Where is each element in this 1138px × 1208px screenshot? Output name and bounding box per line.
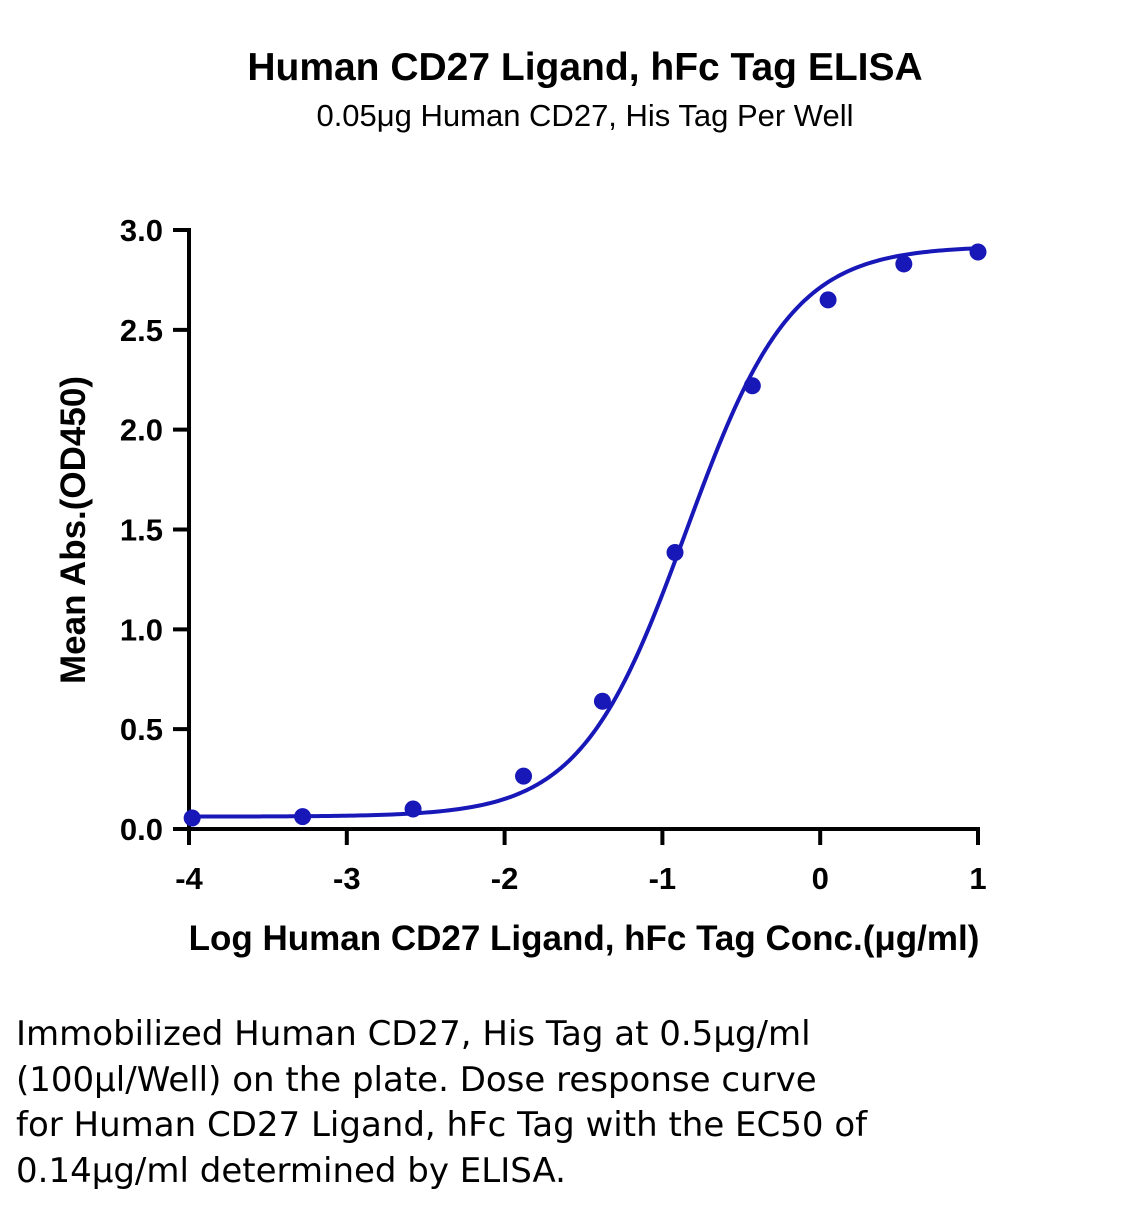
data-point [743,377,761,395]
y-tick-label: 1.0 [120,612,163,647]
y-tick-label: 0.0 [120,812,163,847]
axis-labels: Log Human CD27 Ligand, hFc Tag Conc.(μg/… [54,376,979,958]
chart: 0.0 0.5 1.0 1.5 2.0 2.5 3.0 -4 -3 -2 -1 0 1 Log Huma… [54,213,987,958]
axes: 0.0 0.5 1.0 1.5 2.0 2.5 3.0 -4 -3 -2 -1 0 1 [120,213,987,896]
data-points [183,243,987,827]
data-point [183,809,201,827]
data-point [895,255,913,273]
x-axis-label: Log Human CD27 Ligand, hFc Tag Conc.(μg/… [189,919,980,958]
y-tick-label: 2.0 [120,413,163,448]
data-point [294,808,312,826]
fit-curve [190,246,980,819]
data-point [515,767,533,785]
fit-curve-layer [190,246,980,819]
caption-line: for Human CD27 Ligand, hFc Tag with the … [16,1105,868,1145]
data-point [593,692,611,710]
data-point [666,543,684,561]
x-tick-label: 1 [969,861,986,896]
x-tick-label: 0 [812,861,829,896]
x-tick-label: -1 [649,861,677,896]
data-point [969,243,987,261]
x-tick-label: -2 [491,861,519,896]
data-point [819,291,837,309]
caption: Immobilized Human CD27, His Tag at 0.5μg… [16,1012,1016,1194]
chart-title: Human CD27 Ligand, hFc Tag ELISA [247,46,923,89]
y-tick-label: 0.5 [120,712,163,747]
caption-line: (100μl/Well) on the plate. Dose response… [16,1059,817,1100]
y-tick-label: 3.0 [120,213,163,248]
caption-line: Immobilized Human CD27, His Tag at 0.5μg… [16,1014,811,1054]
y-tick-label: 2.5 [120,313,163,348]
chart-subtitle: 0.05μg Human CD27, His Tag Per Well [316,98,854,133]
data-point [404,800,422,818]
x-tick-label: -3 [333,861,361,896]
caption-line: 0.14μg/ml determined by ELISA. [16,1150,566,1191]
y-axis-label: Mean Abs.(OD450) [54,376,93,684]
x-tick-label: -4 [175,861,203,896]
y-tick-label: 1.5 [120,513,163,548]
